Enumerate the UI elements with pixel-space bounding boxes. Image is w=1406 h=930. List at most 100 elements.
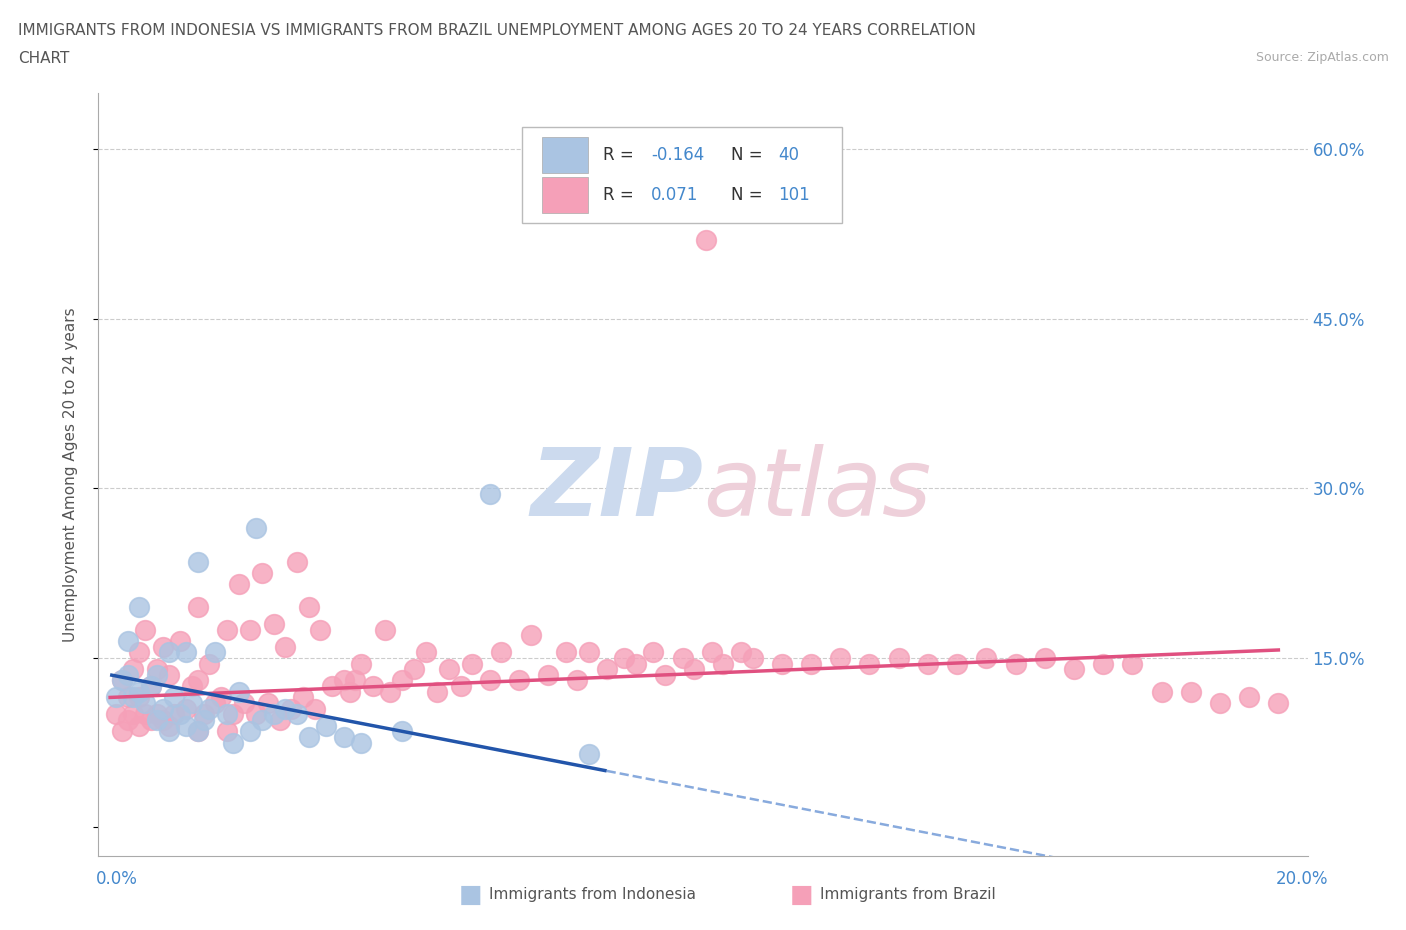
Point [187, 554, 209, 569]
Point [671, 650, 693, 665]
Text: R =: R = [603, 186, 633, 205]
Point [146, 707, 169, 722]
Point [111, 673, 134, 688]
Point [741, 650, 763, 665]
Point [974, 650, 997, 665]
Point [104, 707, 127, 722]
Point [332, 729, 354, 744]
Point [339, 684, 361, 699]
Point [152, 712, 174, 727]
Point [380, 684, 402, 699]
Point [1092, 656, 1115, 671]
Point [139, 712, 162, 727]
Point [134, 707, 156, 722]
Point [643, 644, 665, 659]
Point [1180, 684, 1202, 699]
Point [700, 644, 723, 659]
Point [169, 707, 191, 722]
Point [228, 684, 250, 699]
Point [193, 707, 215, 722]
Point [391, 724, 413, 738]
Point [198, 701, 221, 716]
Text: 20.0%: 20.0% [1277, 870, 1329, 888]
Point [613, 650, 636, 665]
FancyBboxPatch shape [543, 177, 588, 214]
Text: N =: N = [731, 146, 762, 164]
Point [204, 696, 226, 711]
FancyBboxPatch shape [543, 137, 588, 173]
Point [730, 644, 752, 659]
Point [478, 673, 501, 688]
Point [222, 736, 245, 751]
Point [800, 656, 823, 671]
Point [298, 600, 321, 615]
Point [104, 690, 127, 705]
Text: 40: 40 [778, 146, 799, 164]
Text: 0.0%: 0.0% [96, 870, 138, 888]
Text: Source: ZipAtlas.com: Source: ZipAtlas.com [1256, 51, 1389, 64]
Point [180, 696, 202, 711]
Point [157, 718, 180, 733]
Point [304, 701, 326, 716]
Text: -0.164: -0.164 [651, 146, 704, 164]
Point [554, 644, 576, 659]
Point [1033, 650, 1056, 665]
Point [1209, 696, 1232, 711]
Point [128, 690, 150, 705]
Point [128, 684, 150, 699]
Point [578, 747, 600, 762]
Point [139, 679, 162, 694]
Point [233, 696, 256, 711]
Point [122, 707, 145, 722]
Point [187, 724, 209, 738]
Point [595, 662, 617, 677]
Point [654, 668, 676, 683]
Text: 0.071: 0.071 [651, 186, 699, 205]
Point [350, 736, 373, 751]
Point [478, 486, 501, 501]
Text: 101: 101 [778, 186, 810, 205]
Point [858, 656, 880, 671]
Point [315, 718, 337, 733]
Point [122, 662, 145, 677]
Y-axis label: Unemployment Among Ages 20 to 24 years: Unemployment Among Ages 20 to 24 years [63, 307, 77, 642]
Point [187, 673, 209, 688]
Point [117, 690, 139, 705]
Point [204, 644, 226, 659]
Point [437, 662, 460, 677]
Point [309, 622, 332, 637]
Point [519, 628, 541, 643]
Point [426, 684, 449, 699]
Point [450, 679, 472, 694]
Point [491, 644, 513, 659]
Point [624, 656, 647, 671]
Point [332, 673, 354, 688]
Point [111, 673, 134, 688]
Point [578, 644, 600, 659]
Point [157, 724, 180, 738]
Point [209, 690, 232, 705]
Point [157, 644, 180, 659]
Point [117, 668, 139, 683]
Text: ■: ■ [460, 883, 482, 907]
Text: ■: ■ [790, 883, 813, 907]
Point [291, 690, 314, 705]
Point [280, 701, 302, 716]
Point [298, 729, 321, 744]
Point [274, 639, 297, 654]
Point [157, 668, 180, 683]
Point [1267, 696, 1289, 711]
Point [374, 622, 396, 637]
Point [180, 679, 202, 694]
Point [256, 696, 278, 711]
Point [263, 617, 285, 631]
Point [122, 690, 145, 705]
Point [117, 633, 139, 648]
Point [1004, 656, 1026, 671]
Point [350, 656, 373, 671]
Point [391, 673, 413, 688]
Point [537, 668, 560, 683]
Point [321, 679, 343, 694]
Point [146, 668, 169, 683]
Point [134, 622, 156, 637]
